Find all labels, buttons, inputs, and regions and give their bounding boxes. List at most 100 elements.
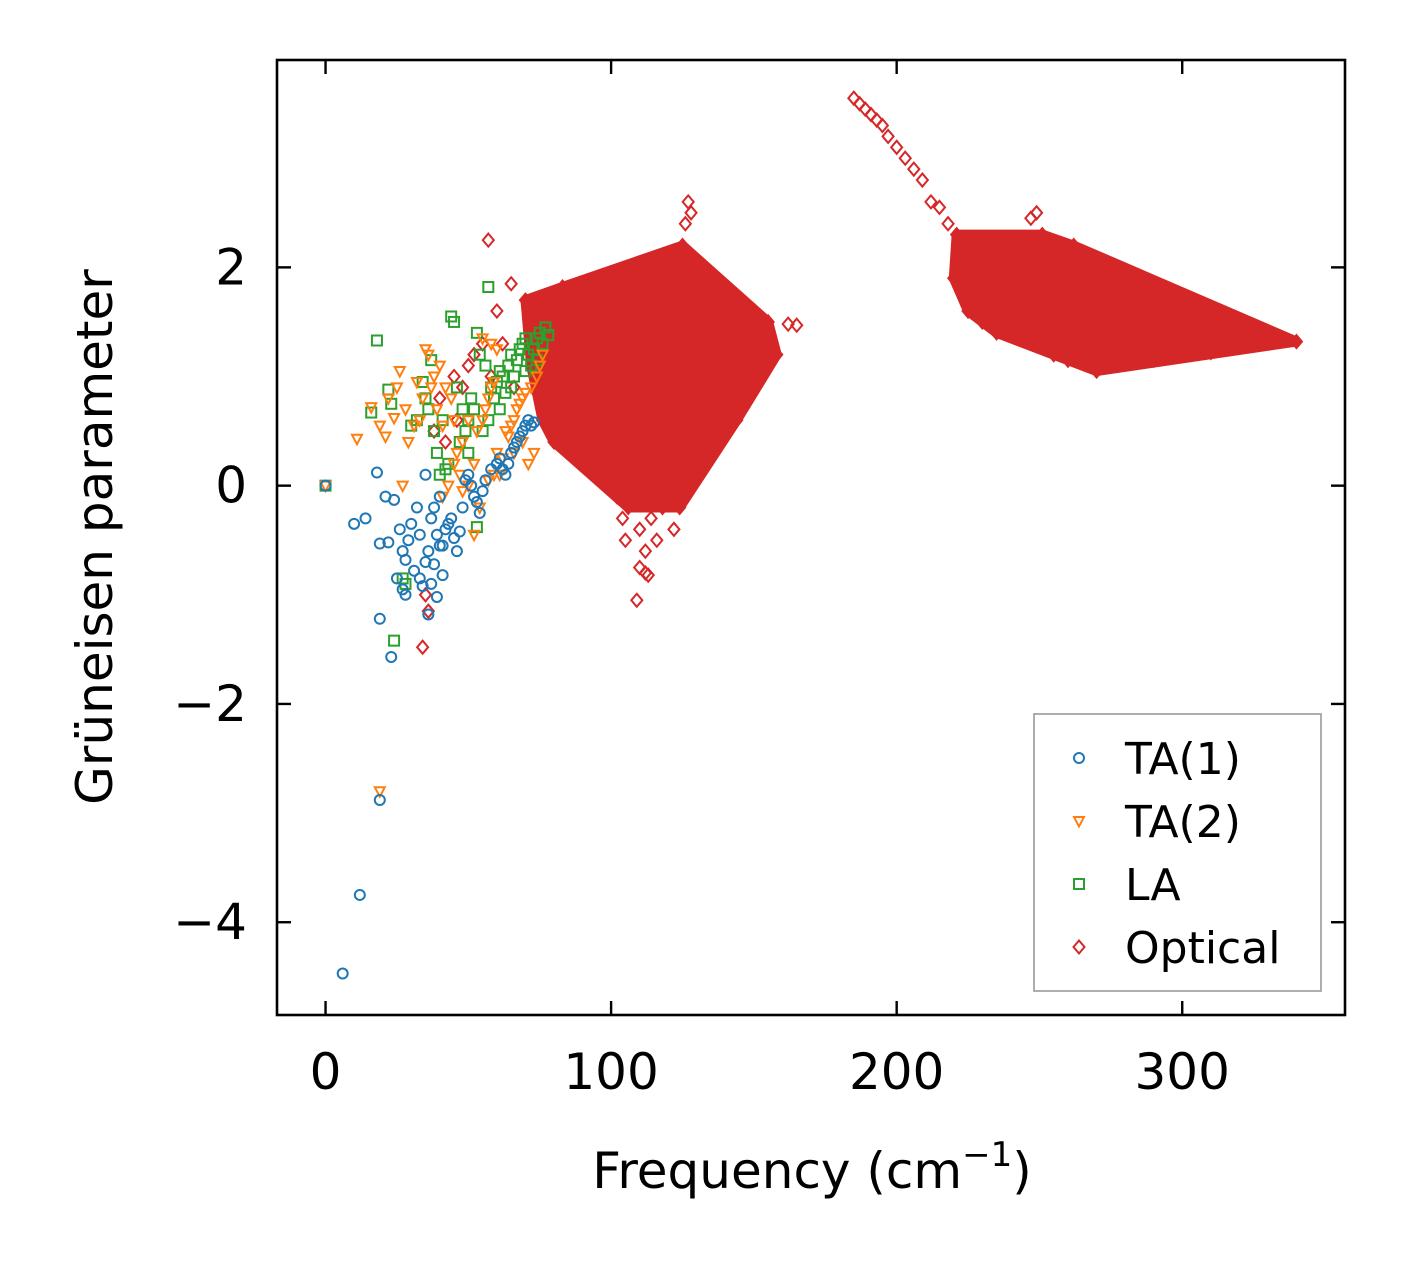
legend-marker-3	[1072, 938, 1086, 956]
point-optical-112	[1061, 264, 1075, 281]
point-optical-143	[1161, 341, 1175, 358]
point-ta1-59	[528, 416, 541, 429]
point-optical-58	[667, 521, 681, 538]
point-ta1-30	[450, 545, 463, 558]
point-ta2-20	[438, 382, 453, 396]
point-optical-151	[1146, 313, 1161, 330]
point-optical-40	[535, 412, 550, 429]
point-optical-42	[561, 379, 576, 396]
point-optical-136	[1061, 352, 1075, 369]
point-ta2-11	[401, 437, 416, 450]
legend-label-0: TA(1)	[1124, 734, 1241, 785]
point-optical-157	[1084, 248, 1098, 265]
point-ta2-39	[507, 415, 521, 428]
point-optical-49	[618, 532, 633, 549]
point-optical-0	[481, 232, 496, 249]
point-ta2-52	[461, 415, 475, 428]
point-optical-5	[567, 444, 581, 461]
point-optical-13	[675, 237, 690, 254]
point-la-26	[482, 281, 495, 294]
point-optical-122	[1203, 319, 1218, 336]
point-ta1-20	[416, 580, 429, 593]
series-ta1	[319, 414, 541, 980]
point-ta1-60	[422, 545, 435, 558]
point-optical-50	[621, 499, 636, 516]
point-ta1-23	[428, 558, 441, 571]
point-optical-41	[547, 433, 561, 451]
point-ta1-43	[476, 485, 489, 498]
point-optical-117	[1132, 292, 1147, 309]
point-optical-38	[507, 379, 521, 396]
point-la-5	[388, 634, 401, 647]
point-ta1-13	[388, 493, 401, 506]
point-optical-90	[881, 128, 895, 145]
point-optical-25	[504, 275, 518, 292]
point-ta2-25	[455, 486, 470, 499]
point-optical-74	[781, 316, 795, 333]
point-optical-78	[661, 346, 676, 363]
x-tick-label-1: 100	[563, 1043, 658, 1101]
point-ta1-35	[453, 525, 466, 538]
point-optical-127	[1275, 331, 1289, 348]
point-optical-26	[490, 302, 504, 320]
point-optical-1	[415, 639, 430, 656]
point-optical-152	[1175, 316, 1190, 333]
point-ta2-13	[410, 376, 424, 390]
point-ta2-27	[467, 458, 481, 472]
point-optical-148	[1061, 302, 1075, 320]
point-ta2-16	[421, 349, 436, 363]
point-ta1-36	[456, 501, 469, 514]
point-optical-89	[875, 117, 890, 134]
point-optical-14	[664, 259, 678, 276]
point-optical-95	[924, 193, 938, 210]
point-la-53	[436, 414, 449, 427]
point-ta2-21	[444, 393, 458, 406]
point-la-25	[479, 359, 492, 372]
point-optical-17	[618, 264, 633, 281]
point-ta1-8	[348, 517, 361, 530]
point-ta1-24	[430, 590, 443, 603]
point-optical-106	[1018, 248, 1032, 265]
point-la-17	[448, 315, 461, 328]
point-optical-43	[575, 346, 590, 363]
point-optical-4	[555, 278, 570, 296]
point-optical-115	[1104, 281, 1118, 298]
point-ta2-22	[447, 415, 461, 428]
point-optical-103	[992, 275, 1007, 292]
point-ta2-65	[424, 382, 438, 396]
point-optical-126	[1261, 329, 1275, 346]
y-tick-label-1: −2	[173, 675, 247, 733]
point-optical-153	[1004, 302, 1018, 320]
point-optical-139	[1104, 357, 1118, 374]
point-ta1-41	[470, 496, 483, 509]
point-optical-120	[1175, 308, 1190, 325]
x-axis-label-close: )	[1012, 1142, 1032, 1200]
point-optical-105	[1009, 264, 1024, 281]
point-optical-146	[1203, 344, 1218, 361]
point-optical-101	[975, 259, 990, 276]
point-ta2-6	[381, 393, 396, 406]
point-optical-34	[455, 379, 470, 396]
point-optical-134	[1032, 335, 1047, 352]
point-optical-125	[1246, 326, 1261, 344]
point-optical-116	[1118, 286, 1132, 303]
point-ta1-62	[402, 534, 415, 547]
point-ta2-3	[364, 402, 378, 415]
y-tick-label-3: 2	[215, 238, 247, 296]
point-optical-28	[461, 357, 476, 374]
point-optical-128	[1289, 333, 1304, 350]
point-optical-64	[701, 379, 716, 396]
point-la-1	[370, 334, 383, 347]
point-ta2-1	[373, 786, 387, 799]
point-optical-123	[1218, 322, 1232, 339]
point-ta1-49	[499, 468, 512, 481]
point-ta1-69	[419, 556, 432, 569]
point-optical-83	[590, 335, 604, 352]
point-la-60	[519, 365, 532, 378]
point-optical-9	[632, 559, 647, 576]
x-tick-label-2: 200	[849, 1043, 944, 1101]
point-la-13	[428, 425, 441, 438]
point-optical-65	[707, 357, 721, 374]
point-optical-108	[1029, 204, 1044, 221]
